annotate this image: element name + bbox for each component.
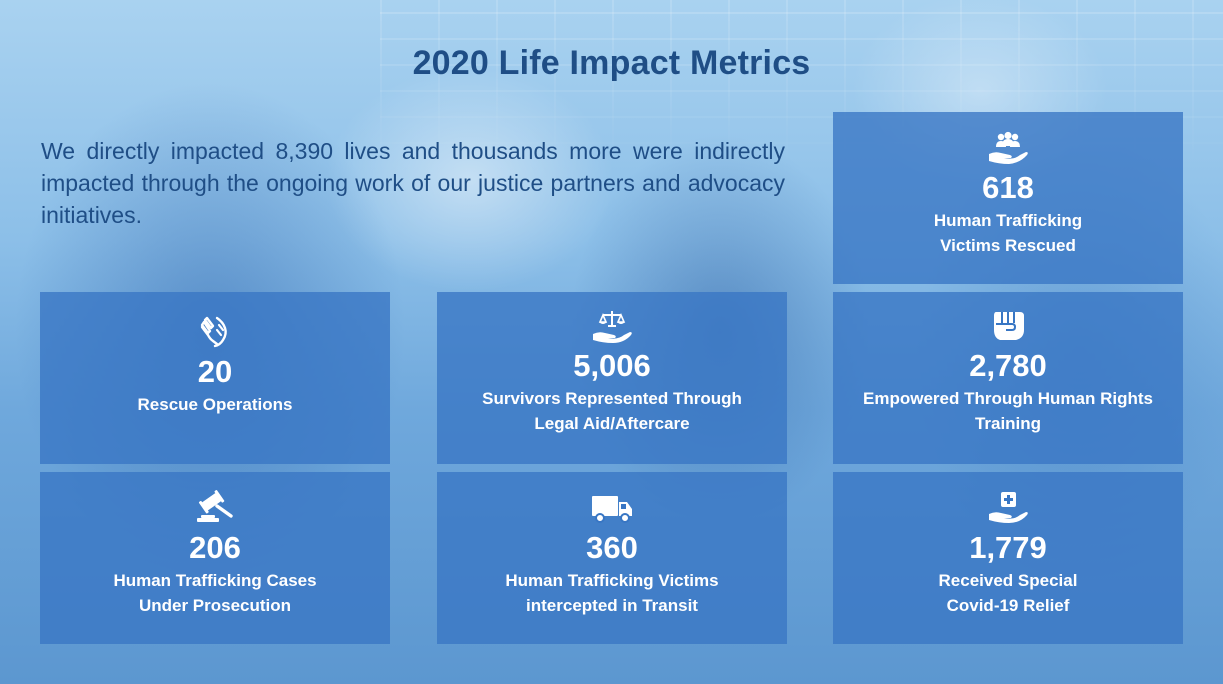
truck-icon <box>590 490 634 526</box>
metric-value: 2,780 <box>969 348 1047 383</box>
metric-card-covid-relief: 1,779 Received Special Covid-19 Relief <box>833 472 1183 644</box>
metric-label: Rescue Operations <box>137 395 293 414</box>
metric-card-rescue-operations: 20 Rescue Operations <box>40 292 390 464</box>
raised-fist-icon <box>986 308 1030 344</box>
metric-card-survivors-represented: 5,006 Survivors Represented Through Lega… <box>437 292 787 464</box>
metric-value: 360 <box>586 530 638 565</box>
metric-label: Received Special Covid-19 Relief <box>938 571 1078 615</box>
metric-label: Empowered Through Human Rights Training <box>863 389 1153 433</box>
scales-in-hand-icon <box>590 308 634 344</box>
helping-hands-icon <box>193 314 237 350</box>
metric-card-intercepted-transit: 360 Human Trafficking Victims intercepte… <box>437 472 787 644</box>
metric-card-victims-rescued: 618 Human Trafficking Victims Rescued <box>833 112 1183 284</box>
metric-card-cases-prosecution: 206 Human Trafficking Cases Under Prosec… <box>40 472 390 644</box>
metric-value: 1,779 <box>969 530 1047 565</box>
metric-value: 5,006 <box>573 348 651 383</box>
page-title: 2020 Life Impact Metrics <box>412 44 811 82</box>
metric-label: Survivors Represented Through Legal Aid/… <box>482 389 742 433</box>
metric-value: 618 <box>982 170 1034 205</box>
metric-label: Human Trafficking Cases Under Prosecutio… <box>113 571 317 615</box>
metric-label: Human Trafficking Victims Rescued <box>933 211 1083 255</box>
metric-card-empowered-training: 2,780 Empowered Through Human Rights Tra… <box>833 292 1183 464</box>
metric-value: 206 <box>189 530 241 565</box>
gavel-icon <box>193 490 237 526</box>
metric-value: 20 <box>197 354 233 389</box>
metric-label: Human Trafficking Victims intercepted in… <box>505 571 719 615</box>
intro-paragraph: We directly impacted 8,390 lives and tho… <box>41 138 785 228</box>
medical-cross-in-hand-icon <box>986 490 1030 526</box>
people-in-hand-icon <box>986 130 1030 166</box>
